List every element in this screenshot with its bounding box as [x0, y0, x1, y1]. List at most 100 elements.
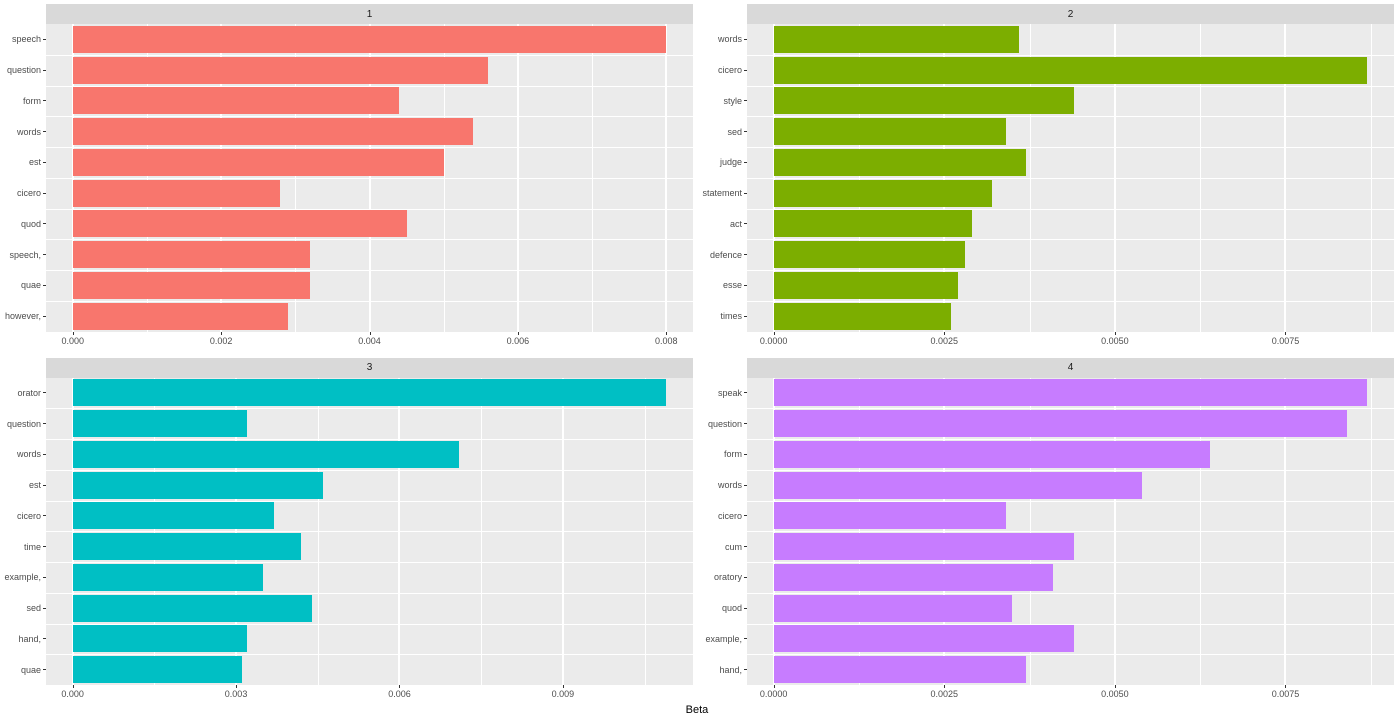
y-tick-mark	[744, 254, 747, 256]
x-tick-label: 0.0025	[930, 689, 958, 699]
y-axis-row: cicero	[701, 501, 747, 532]
bar-row	[46, 147, 693, 178]
bar-row	[46, 116, 693, 147]
bar	[72, 302, 288, 330]
bar-row	[747, 239, 1394, 270]
y-tick-mark	[744, 315, 747, 317]
y-axis-row: statement	[701, 178, 747, 209]
gridline-horizontal	[46, 270, 693, 271]
y-tick-mark	[744, 161, 747, 163]
y-tick-mark	[744, 546, 747, 548]
y-axis-label: statement	[702, 188, 742, 199]
bar-row	[747, 24, 1394, 55]
gridline-horizontal	[747, 531, 1394, 533]
gridline-horizontal	[747, 300, 1394, 302]
gridline-horizontal	[747, 654, 1394, 656]
y-axis-label: words	[717, 34, 742, 45]
y-axis: speak question form words cicero cum oratory qu…	[701, 378, 747, 686]
y-axis-row: speech,	[0, 239, 46, 270]
gridline-horizontal	[747, 239, 1394, 241]
x-tick-mark	[666, 331, 668, 335]
gridline-horizontal	[46, 469, 693, 471]
y-axis-label: speech	[11, 34, 41, 45]
y-tick-mark	[744, 669, 747, 671]
plot-panel	[747, 377, 1394, 686]
bar	[72, 502, 275, 530]
y-axis-row: cicero	[701, 55, 747, 86]
bars-layer	[46, 24, 693, 332]
x-tick-label: 0.008	[655, 335, 678, 346]
y-axis-row: sed	[701, 116, 747, 147]
plot-panel	[46, 24, 693, 332]
bar	[72, 471, 324, 499]
bar	[72, 118, 474, 146]
y-axis-label: quae	[20, 664, 41, 675]
x-tick-mark	[236, 685, 238, 688]
bar	[773, 379, 1368, 407]
y-tick-mark	[43, 223, 46, 225]
gridline-horizontal	[747, 147, 1394, 148]
y-tick-mark	[43, 638, 46, 640]
x-tick-label: 0.009	[551, 689, 575, 699]
y-axis-row: quod	[701, 593, 747, 624]
y-tick-mark	[43, 38, 46, 40]
gridline-horizontal	[46, 408, 693, 410]
bar	[773, 56, 1368, 84]
bar-row	[46, 55, 693, 86]
y-axis-label: esse	[722, 280, 742, 291]
y-tick-mark	[43, 576, 46, 578]
facet-strip: 3	[46, 357, 693, 378]
facet-strip: 4	[747, 357, 1394, 378]
gridline-horizontal	[46, 208, 693, 210]
bars-layer	[747, 378, 1394, 686]
facet-2: 2 words cicero style sed judge statement act de…	[701, 4, 1394, 351]
bar	[773, 241, 965, 269]
facet-strip-label: 3	[366, 362, 373, 373]
bar	[72, 25, 667, 53]
bar-row	[46, 378, 693, 409]
bar-row	[747, 439, 1394, 470]
bar-row	[46, 270, 693, 301]
y-axis-row: words	[0, 116, 46, 147]
y-axis-label: cicero	[717, 65, 742, 76]
x-tick-label: 0.006	[388, 689, 411, 699]
y-axis-row: cicero	[0, 178, 46, 209]
gridline-horizontal	[46, 562, 693, 563]
y-tick-mark	[744, 576, 747, 578]
y-axis-row: quae	[0, 654, 46, 685]
bars-layer	[46, 378, 693, 686]
bar	[773, 594, 1013, 622]
facet-3: 3 orator question words est cicero time exampl…	[0, 357, 693, 705]
y-axis-row: times	[701, 301, 747, 332]
y-axis-row: hand,	[0, 624, 46, 655]
y-axis-label: cicero	[717, 510, 742, 521]
y-axis-row: est	[0, 470, 46, 501]
y-axis: speech question form words est cicero quod spee…	[0, 24, 46, 332]
x-tick-mark	[944, 331, 946, 335]
y-tick-mark	[43, 100, 46, 102]
bar	[773, 440, 1211, 468]
y-tick-mark	[43, 69, 46, 71]
bar	[72, 563, 264, 591]
bar-row	[747, 147, 1394, 178]
bar-row	[46, 593, 693, 624]
y-tick-mark	[744, 484, 747, 486]
x-tick-mark	[517, 331, 519, 335]
y-axis-label: style	[723, 95, 742, 106]
gridline-horizontal	[747, 54, 1394, 56]
bar-row	[747, 531, 1394, 562]
bar-row	[747, 593, 1394, 624]
y-tick-mark	[744, 638, 747, 640]
facet-strip: 2	[747, 4, 1394, 24]
y-axis-label: speech,	[9, 249, 41, 260]
x-axis: 0.000 0.003 0.006 0.009	[46, 685, 693, 704]
gridline-horizontal	[747, 85, 1394, 87]
bar	[773, 656, 1027, 684]
bar-row	[747, 301, 1394, 332]
bar-row	[46, 439, 693, 470]
y-axis-label: cicero	[16, 188, 41, 199]
bar-row	[46, 624, 693, 655]
bar	[72, 440, 460, 468]
gridline-horizontal	[46, 177, 693, 179]
y-axis-row: question	[0, 408, 46, 439]
